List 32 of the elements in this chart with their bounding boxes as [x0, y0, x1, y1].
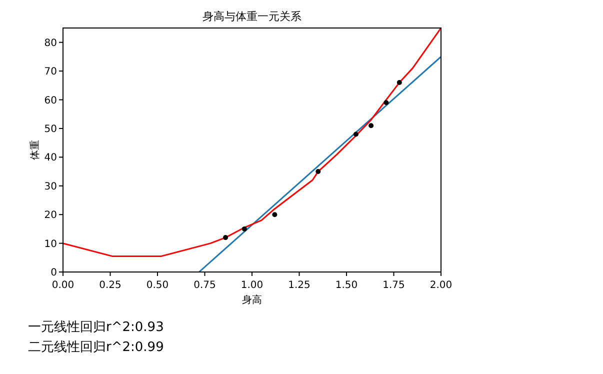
text: 一元线性回归r^2:0.93 — [28, 320, 164, 335]
point — [384, 100, 389, 106]
x-tick-label: 2.00 — [430, 280, 452, 291]
point — [368, 123, 374, 128]
point — [353, 132, 358, 137]
point — [316, 169, 321, 174]
point — [242, 226, 247, 232]
point — [223, 235, 228, 240]
y-tick-label: 30 — [44, 181, 57, 192]
x-tick-label: 0.75 — [194, 280, 216, 291]
x-tick-label: 0.50 — [146, 280, 169, 291]
y-tick-label: 60 — [44, 95, 57, 106]
point — [396, 80, 402, 86]
x-tick-label: 0.00 — [52, 280, 74, 291]
x-tick-label: 0.25 — [99, 280, 122, 291]
point — [272, 212, 278, 218]
x-tick-label: 1.25 — [288, 280, 310, 291]
y-tick-label: 50 — [44, 124, 57, 135]
y-axis-title: 体重 — [29, 140, 41, 160]
x-tick-label: 1.50 — [335, 280, 358, 291]
y-tick-label: 70 — [44, 66, 57, 78]
y-tick-label: 40 — [44, 152, 57, 164]
y-tick-label: 0 — [50, 268, 57, 278]
line-series — [63, 28, 441, 257]
y-tick-label: 20 — [44, 210, 57, 222]
y-tick-label: 80 — [44, 38, 57, 49]
chart-title: 身高与体重一元关系 — [202, 10, 302, 23]
x-axis-title: 身高 — [242, 294, 262, 306]
text: 二元线性回归r^2:0.99 — [28, 340, 164, 355]
y-tick-label: 10 — [44, 238, 57, 250]
x-tick-label: 1.00 — [240, 280, 264, 291]
x-tick-label: 1.75 — [382, 280, 405, 291]
